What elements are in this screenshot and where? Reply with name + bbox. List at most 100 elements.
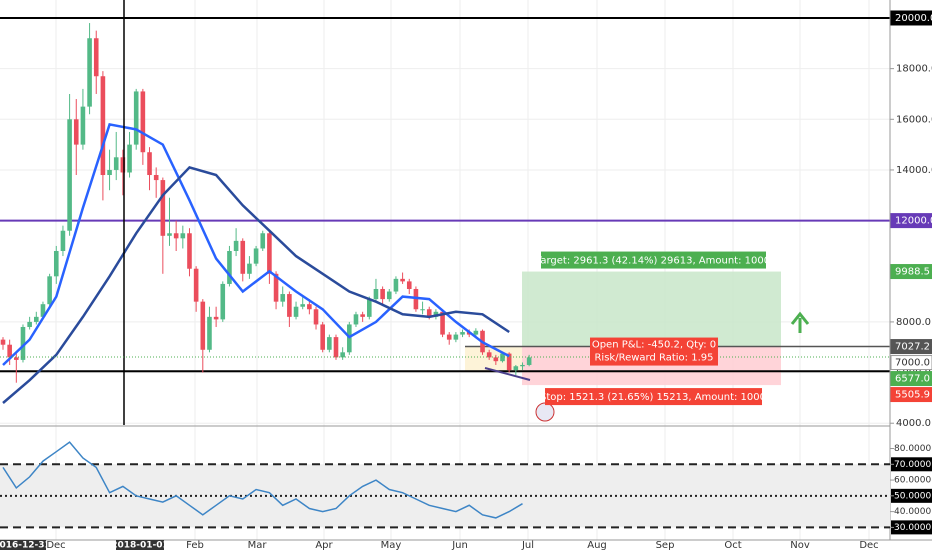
x-tick-label: May — [381, 540, 402, 550]
candle-body — [433, 311, 439, 317]
candle-body — [513, 366, 519, 371]
candle-body — [80, 106, 86, 145]
candle-body — [47, 276, 52, 305]
candle-body — [120, 157, 126, 173]
candle-body — [380, 288, 385, 300]
rsi-tick-label: 70.0000 — [894, 460, 931, 470]
pre-position-zone — [465, 346, 522, 372]
candle-body — [500, 353, 505, 362]
moving-average — [2, 122, 510, 366]
candle-body — [93, 38, 99, 77]
candle-body — [113, 157, 119, 170]
target-label-box — [541, 251, 766, 269]
candle-body — [200, 301, 206, 350]
y-tick-label: 16000.0 — [896, 114, 932, 125]
axes: 2016-12-31Dec2018-01-01FebMarAprMayJunJu… — [0, 10, 932, 550]
price-tag — [890, 213, 932, 229]
candle-body — [400, 278, 405, 282]
candle-body — [34, 316, 39, 322]
event-flag[interactable] — [535, 402, 555, 422]
rsi-tick-box — [891, 488, 932, 503]
moving-average — [2, 165, 510, 404]
rsi-tick-box — [891, 457, 932, 472]
candle-body — [493, 357, 499, 362]
candle-body — [213, 316, 219, 320]
candle-body — [20, 326, 26, 360]
candle-body — [446, 334, 452, 340]
candle-body — [67, 119, 72, 231]
x-tick-label: Dec — [859, 540, 878, 550]
candle-body — [147, 152, 152, 176]
candle-body — [320, 324, 325, 350]
rsi-tick-label: 30.0000 — [894, 523, 931, 533]
x-tick-box — [0, 540, 46, 550]
candle-body — [473, 330, 479, 335]
candle-body — [506, 353, 512, 371]
x-tick-label: Feb — [186, 540, 204, 550]
price-tag — [890, 339, 932, 355]
rsi-tick-box — [891, 520, 932, 535]
x-tick-label: Jun — [451, 540, 468, 550]
candle-body — [253, 248, 259, 264]
candle-body — [187, 233, 192, 269]
candle-body — [486, 352, 492, 358]
price-tag-label: 5505.9 — [895, 390, 930, 401]
candle-body — [273, 273, 279, 302]
position-tool — [465, 271, 890, 386]
candle-body — [133, 91, 139, 145]
candle-body — [526, 357, 532, 365]
candle-body — [87, 38, 92, 107]
candle-body — [260, 233, 266, 249]
x-tick-label: Nov — [790, 540, 810, 550]
x-tick-label: 2016-12-31 — [0, 541, 51, 550]
price-pane — [0, 16, 890, 404]
price-tag — [890, 371, 932, 387]
y-tick-label: 18000.0 — [896, 64, 932, 75]
x-tick-label: Sep — [656, 540, 675, 550]
price-tag-label: 9988.5 — [895, 267, 930, 278]
candle-body — [0, 339, 6, 345]
candle-body — [333, 337, 339, 358]
price-tag — [890, 387, 932, 403]
x-tick-label: Aug — [587, 540, 607, 550]
price-tag-label: 7027.2 — [895, 342, 930, 353]
candle-body — [393, 278, 399, 292]
candle-body — [193, 268, 199, 302]
candle-body — [160, 180, 166, 236]
price-tag-label: 12000.0 — [895, 216, 932, 227]
rsi-pane — [0, 441, 890, 529]
candle-body — [153, 175, 159, 181]
candle-body — [453, 334, 459, 340]
status-label: Open P&L: -450.2, Qty: 0 — [592, 340, 716, 351]
candle-body — [406, 281, 412, 289]
candle-body — [53, 250, 59, 277]
candle-body — [293, 306, 299, 317]
candle-body — [247, 263, 252, 274]
candle-body — [233, 240, 239, 251]
candle-body — [27, 321, 32, 327]
candle-body — [373, 288, 379, 300]
candle-body — [7, 344, 12, 358]
divergence-line — [484, 367, 531, 381]
candle-body — [267, 233, 272, 274]
candle-body — [420, 309, 425, 311]
price-tag — [890, 355, 932, 371]
candle-body — [140, 91, 146, 153]
candle-body — [426, 309, 432, 317]
candle-body — [207, 316, 212, 350]
candle-body — [353, 314, 359, 325]
rsi-tick-label: 40.0000 — [894, 507, 931, 517]
candle-body — [307, 304, 312, 310]
candle-body — [520, 364, 525, 367]
candle-body — [107, 169, 112, 176]
x-tick-label: Dec — [46, 540, 65, 550]
x-tick-label: 2018-01-01 — [111, 541, 169, 550]
rsi-tick-label: 80.0000 — [894, 444, 931, 454]
status-label: Risk/Reward Ratio: 1.95 — [594, 353, 713, 364]
price-tag-label: 6577.0 — [895, 374, 930, 385]
x-tick-label: Mar — [248, 540, 268, 550]
candle-body — [60, 230, 66, 251]
candle-body — [413, 288, 419, 310]
y-tick-label: 14000.0 — [896, 165, 932, 176]
